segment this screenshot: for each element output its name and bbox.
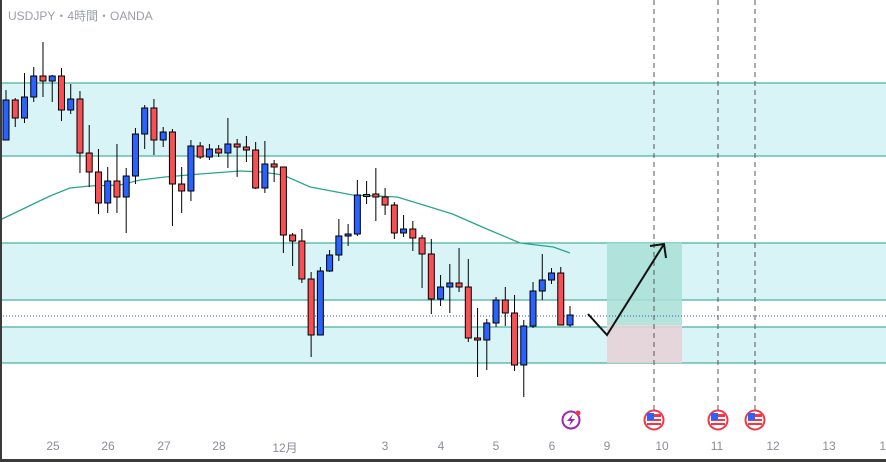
candle-body [511,312,519,366]
x-tick-label: 10 [655,439,669,453]
candle-body [39,75,47,82]
candle-body [261,163,269,189]
x-tick-label: 28 [212,439,226,453]
x-tick-label: 5 [492,439,500,453]
candle-body [67,98,75,111]
candle-body [150,107,158,141]
candle-body [455,282,463,288]
arrowhead-icon [649,242,667,259]
candle-body [122,175,130,198]
zone-band [0,327,886,363]
candle-body [11,99,19,119]
candle-body [446,282,454,288]
frame-bottom [0,459,886,462]
x-tick-label: 6 [548,439,556,453]
candle-body [2,99,10,141]
candle-body [437,286,445,300]
x-tick-label: 25 [46,439,60,453]
x-tick-label: 16 [879,439,886,453]
x-tick-label: 9 [603,439,611,453]
candle-body [381,196,389,206]
candle-body [270,163,278,168]
candle-body [131,133,139,177]
candle-body [418,237,426,255]
candle-body [298,240,306,280]
candle-body [113,180,121,198]
candle-body [215,148,223,154]
x-tick-label: 13 [822,439,836,453]
candle-body [501,299,509,314]
candle-body [316,270,324,336]
candle-body [252,149,260,189]
candle-body [307,278,315,336]
us-flag-event-icon[interactable] [643,409,665,431]
candle-body [224,143,232,154]
candle-body [557,272,565,326]
candle-body [335,235,343,256]
candle-body [409,228,417,239]
candle-body [464,286,472,339]
candle-body [159,131,167,141]
candle-body [566,314,574,326]
candle-body [57,75,65,111]
candle-body [483,322,491,341]
candle-body [548,272,556,281]
candle-body [279,166,287,236]
candle-body [178,183,186,192]
x-tick-label: 26 [101,439,115,453]
candle-body [289,234,297,242]
target-zone [607,243,682,325]
candle-body [474,337,482,341]
candle-body [538,279,546,292]
candle-body [94,171,102,204]
candle-body [372,193,380,198]
candle-body [187,145,195,192]
candle-body [104,180,112,204]
candle-body [196,145,204,158]
lightning-event-icon[interactable] [561,410,581,430]
candle-body [363,194,371,197]
candle-body [30,75,38,98]
candle-body [326,254,334,272]
candle-body [400,228,408,234]
candle-body [427,253,435,300]
candle-body [168,131,176,185]
frame-left [0,0,2,462]
x-tick-label: 12月 [272,441,298,455]
candle-body [85,152,93,173]
candle-body [529,290,537,327]
candle-body [205,148,213,158]
us-flag-event-icon[interactable] [744,409,766,431]
x-tick-label: 3 [381,439,389,453]
candle-body [390,204,398,234]
projection-arrow [587,243,665,337]
us-flag-event-icon[interactable] [707,409,729,431]
x-tick-label: 4 [437,439,445,453]
candle-body [20,96,28,119]
candle-body [242,146,250,151]
x-tick-label: 12 [766,439,780,453]
x-tick-label: 11 [710,439,724,453]
symbol-title: USDJPY・4時間・OANDA [8,9,153,23]
candle-body [76,98,84,154]
candle-body [48,75,56,82]
x-tick-label: 27 [157,439,171,453]
candle-body [141,107,149,135]
candle-body [353,194,361,235]
candle-body [492,299,500,324]
stop-zone [607,325,682,363]
candle-body [520,325,528,366]
candle-body [233,143,241,148]
candle-body [344,233,352,237]
